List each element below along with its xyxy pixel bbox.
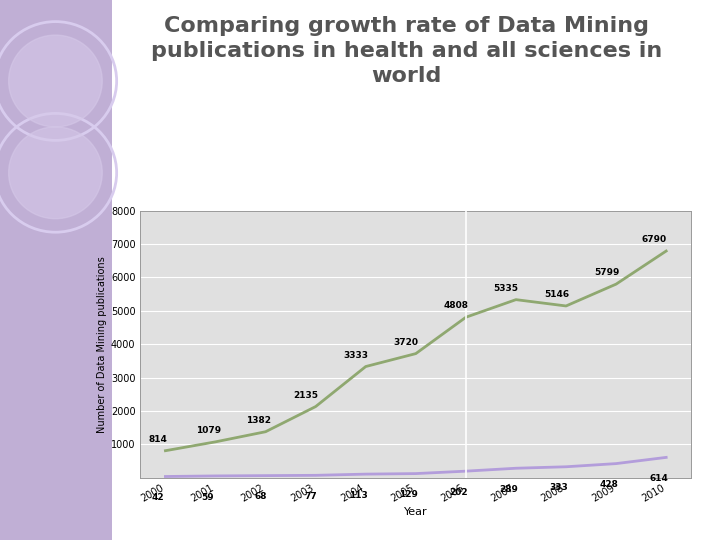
Text: 5335: 5335 xyxy=(494,284,518,293)
Text: 129: 129 xyxy=(399,490,418,500)
Text: 59: 59 xyxy=(202,492,215,502)
Text: 3333: 3333 xyxy=(343,350,369,360)
Text: 1382: 1382 xyxy=(246,416,271,425)
Text: 5799: 5799 xyxy=(594,268,619,277)
Text: 333: 333 xyxy=(549,483,568,492)
Text: 614: 614 xyxy=(649,474,668,483)
Text: 202: 202 xyxy=(449,488,468,497)
Y-axis label: Number of Data Mining publications: Number of Data Mining publications xyxy=(96,256,107,433)
Text: 4808: 4808 xyxy=(444,301,469,310)
Text: 289: 289 xyxy=(499,485,518,494)
Text: 2135: 2135 xyxy=(294,390,318,400)
Text: Comparing growth rate of Data Mining
publications in health and all sciences in
: Comparing growth rate of Data Mining pub… xyxy=(151,16,662,86)
Text: 6790: 6790 xyxy=(642,235,666,244)
Text: 77: 77 xyxy=(305,492,318,501)
Text: 42: 42 xyxy=(151,493,164,502)
Text: 1079: 1079 xyxy=(196,426,221,435)
Text: 113: 113 xyxy=(349,491,368,500)
X-axis label: Year: Year xyxy=(404,507,428,517)
Text: 814: 814 xyxy=(149,435,168,444)
Text: 5146: 5146 xyxy=(544,290,569,299)
Text: 68: 68 xyxy=(254,492,267,501)
Text: 428: 428 xyxy=(600,480,618,489)
Text: 3720: 3720 xyxy=(394,338,418,347)
